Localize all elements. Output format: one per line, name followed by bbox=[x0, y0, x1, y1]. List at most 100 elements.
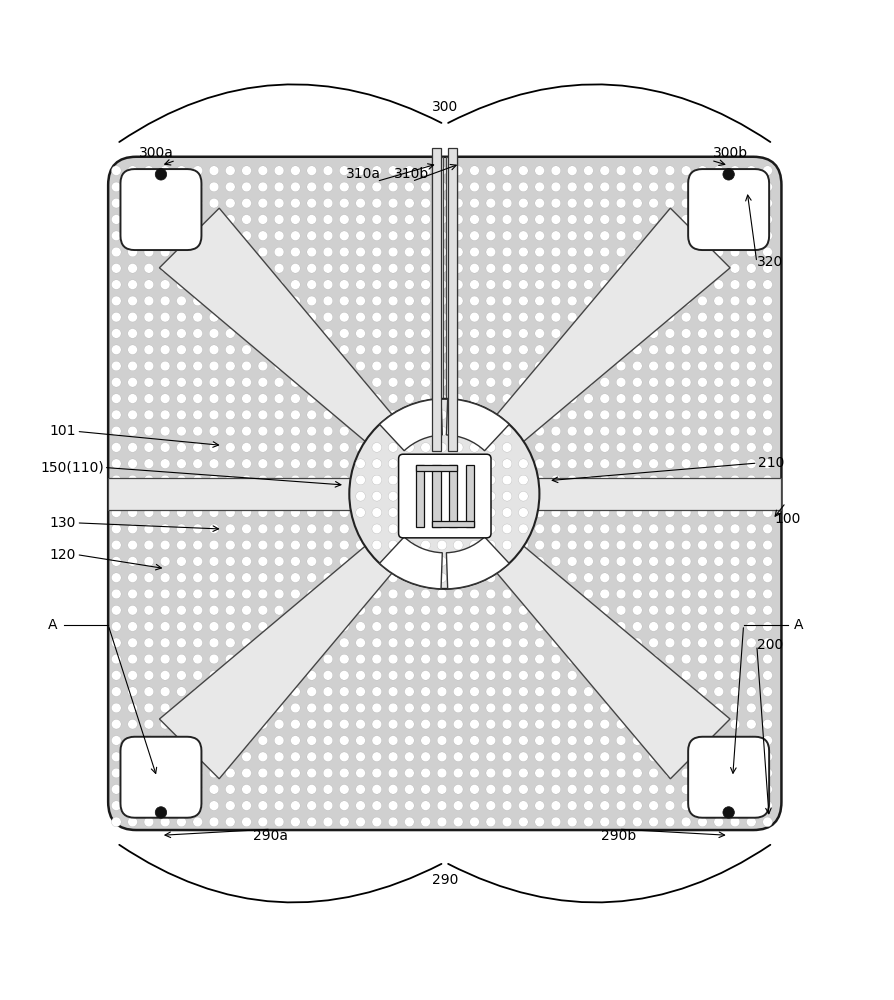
Circle shape bbox=[665, 638, 675, 648]
Circle shape bbox=[372, 671, 382, 680]
Circle shape bbox=[469, 752, 479, 762]
Circle shape bbox=[404, 508, 414, 517]
Circle shape bbox=[486, 280, 495, 289]
Circle shape bbox=[421, 280, 431, 289]
Circle shape bbox=[160, 784, 170, 794]
Circle shape bbox=[241, 296, 251, 306]
Circle shape bbox=[616, 443, 626, 452]
Circle shape bbox=[225, 443, 235, 452]
Circle shape bbox=[730, 377, 740, 387]
Circle shape bbox=[453, 394, 463, 403]
Circle shape bbox=[649, 540, 659, 550]
Circle shape bbox=[665, 589, 675, 599]
Circle shape bbox=[502, 784, 512, 794]
Circle shape bbox=[404, 524, 414, 534]
Circle shape bbox=[551, 638, 561, 648]
Circle shape bbox=[600, 557, 610, 566]
Circle shape bbox=[469, 573, 479, 583]
Circle shape bbox=[502, 329, 512, 338]
Circle shape bbox=[535, 459, 544, 469]
Circle shape bbox=[632, 654, 642, 664]
Circle shape bbox=[535, 508, 544, 517]
Circle shape bbox=[730, 443, 740, 452]
Circle shape bbox=[665, 361, 675, 371]
Text: 300: 300 bbox=[432, 100, 458, 114]
Circle shape bbox=[160, 622, 170, 631]
Circle shape bbox=[437, 540, 447, 550]
Circle shape bbox=[437, 459, 447, 469]
Circle shape bbox=[193, 329, 203, 338]
Circle shape bbox=[323, 361, 333, 371]
Circle shape bbox=[714, 801, 723, 810]
Circle shape bbox=[551, 540, 561, 550]
Circle shape bbox=[241, 622, 251, 631]
Circle shape bbox=[665, 410, 675, 420]
Circle shape bbox=[209, 491, 219, 501]
Circle shape bbox=[519, 491, 528, 501]
Circle shape bbox=[730, 329, 740, 338]
Circle shape bbox=[551, 166, 561, 175]
Circle shape bbox=[584, 491, 594, 501]
Circle shape bbox=[404, 443, 414, 452]
Circle shape bbox=[665, 296, 675, 306]
Circle shape bbox=[502, 622, 512, 631]
Circle shape bbox=[356, 654, 366, 664]
Circle shape bbox=[421, 410, 431, 420]
Circle shape bbox=[730, 654, 740, 664]
Circle shape bbox=[225, 263, 235, 273]
Circle shape bbox=[502, 345, 512, 355]
Circle shape bbox=[616, 491, 626, 501]
Circle shape bbox=[241, 475, 251, 485]
Circle shape bbox=[453, 491, 463, 501]
Circle shape bbox=[453, 280, 463, 289]
Circle shape bbox=[144, 377, 154, 387]
Circle shape bbox=[356, 589, 366, 599]
Circle shape bbox=[763, 459, 772, 469]
Circle shape bbox=[323, 475, 333, 485]
Circle shape bbox=[568, 557, 577, 566]
Circle shape bbox=[714, 622, 723, 631]
Circle shape bbox=[746, 719, 756, 729]
Circle shape bbox=[486, 426, 495, 436]
Circle shape bbox=[128, 296, 138, 306]
Circle shape bbox=[193, 524, 203, 534]
Circle shape bbox=[291, 508, 300, 517]
Circle shape bbox=[535, 671, 544, 680]
Text: 120: 120 bbox=[49, 548, 76, 562]
Circle shape bbox=[632, 589, 642, 599]
Circle shape bbox=[584, 231, 594, 241]
Circle shape bbox=[372, 459, 382, 469]
Circle shape bbox=[356, 198, 366, 208]
Circle shape bbox=[225, 784, 235, 794]
Circle shape bbox=[274, 589, 284, 599]
Circle shape bbox=[763, 394, 772, 403]
Circle shape bbox=[291, 215, 300, 224]
Circle shape bbox=[568, 736, 577, 745]
Circle shape bbox=[160, 410, 170, 420]
Circle shape bbox=[177, 296, 186, 306]
Circle shape bbox=[128, 443, 138, 452]
Circle shape bbox=[437, 491, 447, 501]
Circle shape bbox=[469, 491, 479, 501]
Circle shape bbox=[291, 654, 300, 664]
Circle shape bbox=[258, 215, 267, 224]
Circle shape bbox=[746, 247, 756, 257]
Circle shape bbox=[193, 703, 203, 713]
Circle shape bbox=[225, 557, 235, 566]
Circle shape bbox=[274, 703, 284, 713]
Circle shape bbox=[665, 687, 675, 696]
Circle shape bbox=[616, 410, 626, 420]
Circle shape bbox=[714, 394, 723, 403]
Circle shape bbox=[404, 345, 414, 355]
Circle shape bbox=[160, 329, 170, 338]
Circle shape bbox=[160, 166, 170, 175]
Circle shape bbox=[584, 182, 594, 192]
Circle shape bbox=[681, 215, 691, 224]
Circle shape bbox=[209, 231, 219, 241]
Circle shape bbox=[437, 215, 447, 224]
Circle shape bbox=[486, 622, 495, 631]
Wedge shape bbox=[446, 537, 510, 589]
Circle shape bbox=[763, 654, 772, 664]
Circle shape bbox=[502, 312, 512, 322]
Circle shape bbox=[649, 703, 659, 713]
